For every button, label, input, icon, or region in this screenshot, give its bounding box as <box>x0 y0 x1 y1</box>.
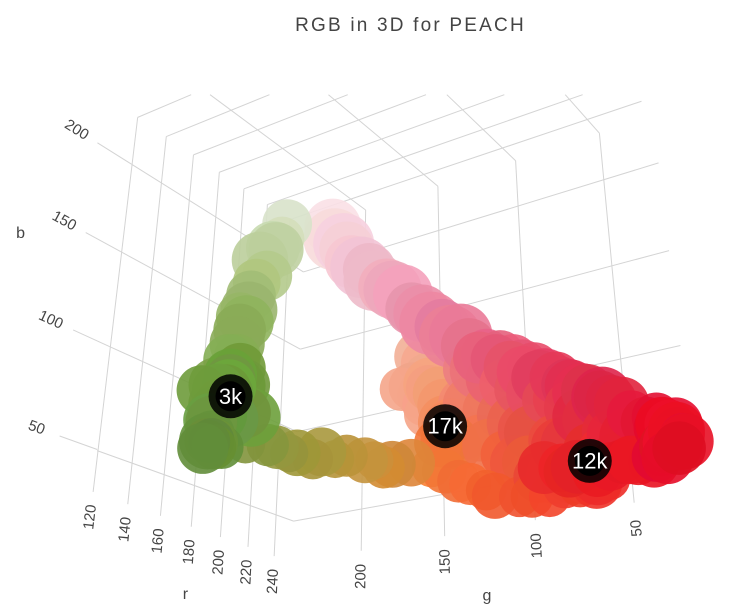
svg-text:160: 160 <box>149 528 168 554</box>
svg-text:200: 200 <box>352 564 369 589</box>
svg-text:17k: 17k <box>427 414 463 439</box>
svg-text:12k: 12k <box>572 448 608 473</box>
svg-text:150: 150 <box>436 549 453 574</box>
svg-text:200: 200 <box>209 549 228 575</box>
svg-text:240: 240 <box>264 568 282 594</box>
svg-text:3k: 3k <box>219 384 243 409</box>
svg-text:180: 180 <box>180 539 199 565</box>
svg-text:140: 140 <box>115 516 135 543</box>
svg-text:220: 220 <box>237 559 255 585</box>
svg-text:RGB in 3D for PEACH: RGB in 3D for PEACH <box>295 15 526 36</box>
svg-text:b: b <box>16 225 25 242</box>
svg-text:50: 50 <box>26 417 47 439</box>
svg-text:100: 100 <box>528 533 546 559</box>
svg-text:r: r <box>183 586 189 603</box>
svg-text:g: g <box>483 588 492 605</box>
svg-text:50: 50 <box>627 519 645 537</box>
svg-text:120: 120 <box>80 504 100 531</box>
